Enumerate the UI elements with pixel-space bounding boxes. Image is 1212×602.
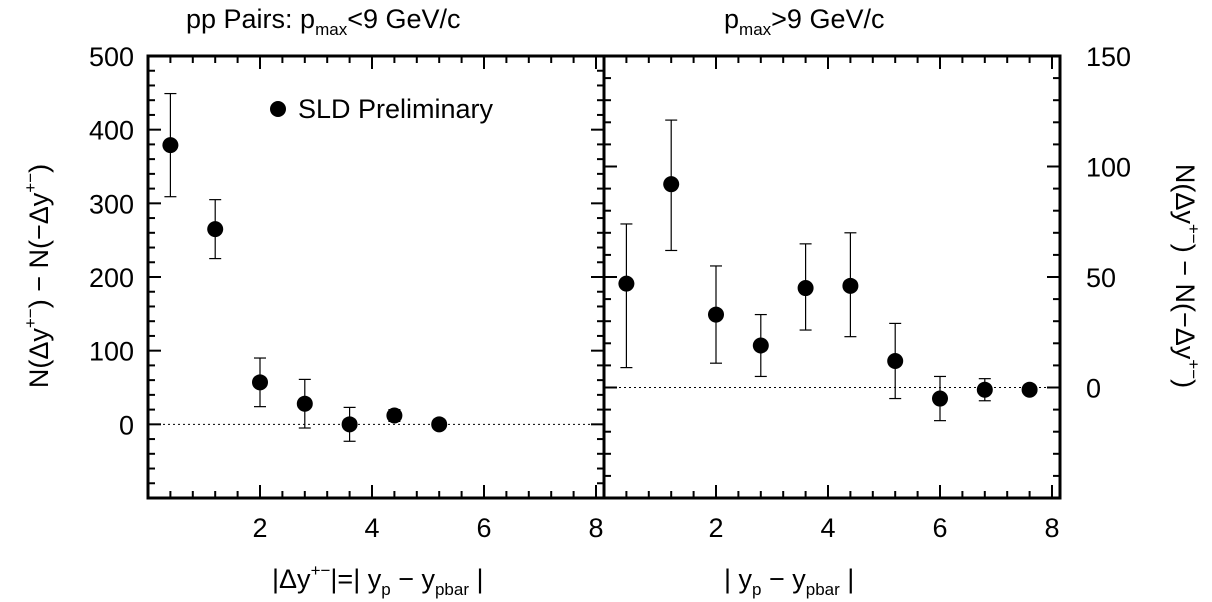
left-ticks: 2 4 6 8 0 100 200 300 400 500 [89,42,604,543]
right-x-tick-label: 6 [932,513,947,543]
left-xlabel-d: | [469,564,484,594]
right-data-point [1021,381,1038,398]
left-xlabel-c: − y [391,564,436,594]
left-ylabel-c: ) [24,164,54,173]
legend-label: SLD Preliminary [298,94,494,124]
right-ylabel-b: ) − N(−Δy [1170,244,1200,360]
left-data-point [386,407,403,424]
right-x-tick-label: 4 [820,513,835,543]
left-y-tick-label: 500 [89,42,134,72]
left-y-tick-label: 200 [89,263,134,293]
left-data-point [162,137,179,154]
left-data-point [296,395,313,412]
left-xlabel-a: |Δy [272,564,311,594]
right-title: pmax>9 GeV/c [724,4,884,39]
right-data-point [932,390,948,407]
left-x-tick-label: 2 [252,513,267,543]
right-y-tick-label: 150 [1086,42,1131,72]
right-title-sub: max [739,20,772,39]
legend-marker [270,101,286,117]
left-x-tick-label: 6 [476,513,491,543]
left-y-tick-label: 300 [89,189,134,219]
right-data-point [618,275,635,292]
left-x-tick-label: 4 [364,513,379,543]
left-y-tick-label: 0 [119,410,134,440]
left-y-tick-label: 100 [89,337,134,367]
right-xlabel-sub1: p [752,580,761,599]
right-ylabel-a: N(Δy [1170,164,1200,225]
left-xlabel-sub1: p [381,580,390,599]
right-panel-frame [602,54,1062,500]
right-x-tick-label: 8 [1044,513,1059,543]
right-xlabel-a: | y [724,564,753,594]
right-data-point [752,337,769,354]
left-x-axis-label: |Δy+−|=| yp − ypbar | [272,561,484,599]
right-ylabel-sup2: +− [1184,359,1203,379]
left-data-point [431,416,448,433]
left-y-tick-label: 400 [89,116,134,146]
right-y-tick-label: 100 [1086,153,1131,183]
right-data-point [976,381,993,398]
left-title: pp Pairs: pmax<9 GeV/c [186,4,461,39]
right-y-tick-label: 0 [1086,374,1101,404]
right-title-suffix: >9 GeV/c [771,4,884,34]
left-x-tick-label: 8 [588,513,603,543]
right-xlabel-d: | [840,564,855,594]
right-y-tick-label: 50 [1086,263,1116,293]
left-title-sub: max [315,20,348,39]
right-ylabel-sup1: +− [1184,224,1203,244]
left-ylabel-sup1: +− [21,308,40,328]
left-xlabel-b: |=| y [330,564,381,594]
right-ticks: 2 4 6 8 0 50 100 150 [604,42,1131,543]
right-ylabel-c: ) [1170,379,1200,388]
left-data-point [252,374,268,391]
right-data-point [708,306,724,323]
right-data-point [663,176,680,193]
right-y-axis-label: N(Δy+−) − N(−Δy+−) [1170,164,1203,388]
right-data-point [797,280,814,297]
left-ylabel-sup2: +− [21,173,40,193]
left-xlabel-sup: +− [311,561,331,580]
right-data-point [887,352,904,369]
right-x-tick-label: 2 [708,513,723,543]
left-ylabel-a: N(Δy [24,328,54,389]
left-title-prefix: pp Pairs: p [186,4,315,34]
right-xlabel-sub2: pbar [806,580,840,599]
left-y-axis-label: N(Δy+−) − N(−Δy+−) [21,164,54,388]
left-xlabel-sub2: pbar [435,580,469,599]
right-x-axis-label: | yp − ypbar | [724,564,854,599]
left-title-suffix: <9 GeV/c [347,4,460,34]
right-marks [604,119,1060,422]
right-data-point [842,277,859,294]
right-xlabel-c: − y [761,564,806,594]
left-marks [148,92,604,442]
right-title-prefix: p [724,4,739,34]
left-ylabel-b: ) − N(−Δy [24,192,54,308]
left-data-point [207,221,224,238]
left-data-point [341,416,358,433]
